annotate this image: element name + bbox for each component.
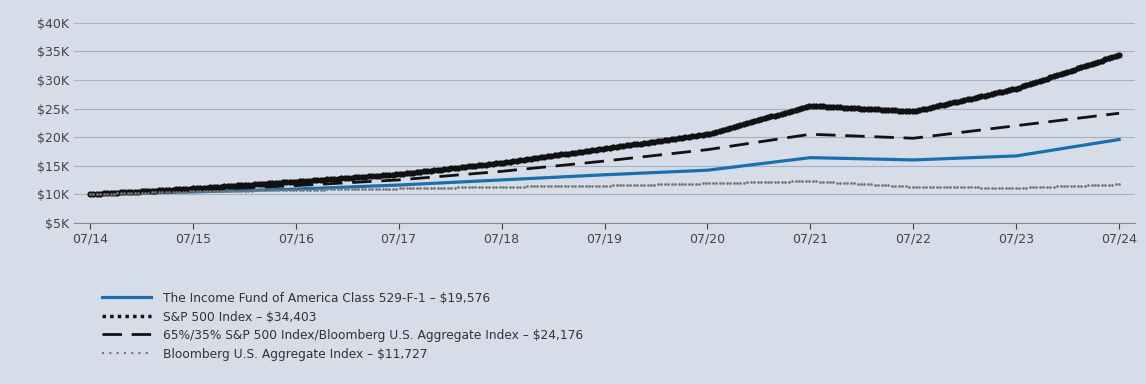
Legend: The Income Fund of America Class 529-F-1 – $19,576, S&P 500 Index – $34,403, 65%: The Income Fund of America Class 529-F-1… (102, 292, 583, 361)
